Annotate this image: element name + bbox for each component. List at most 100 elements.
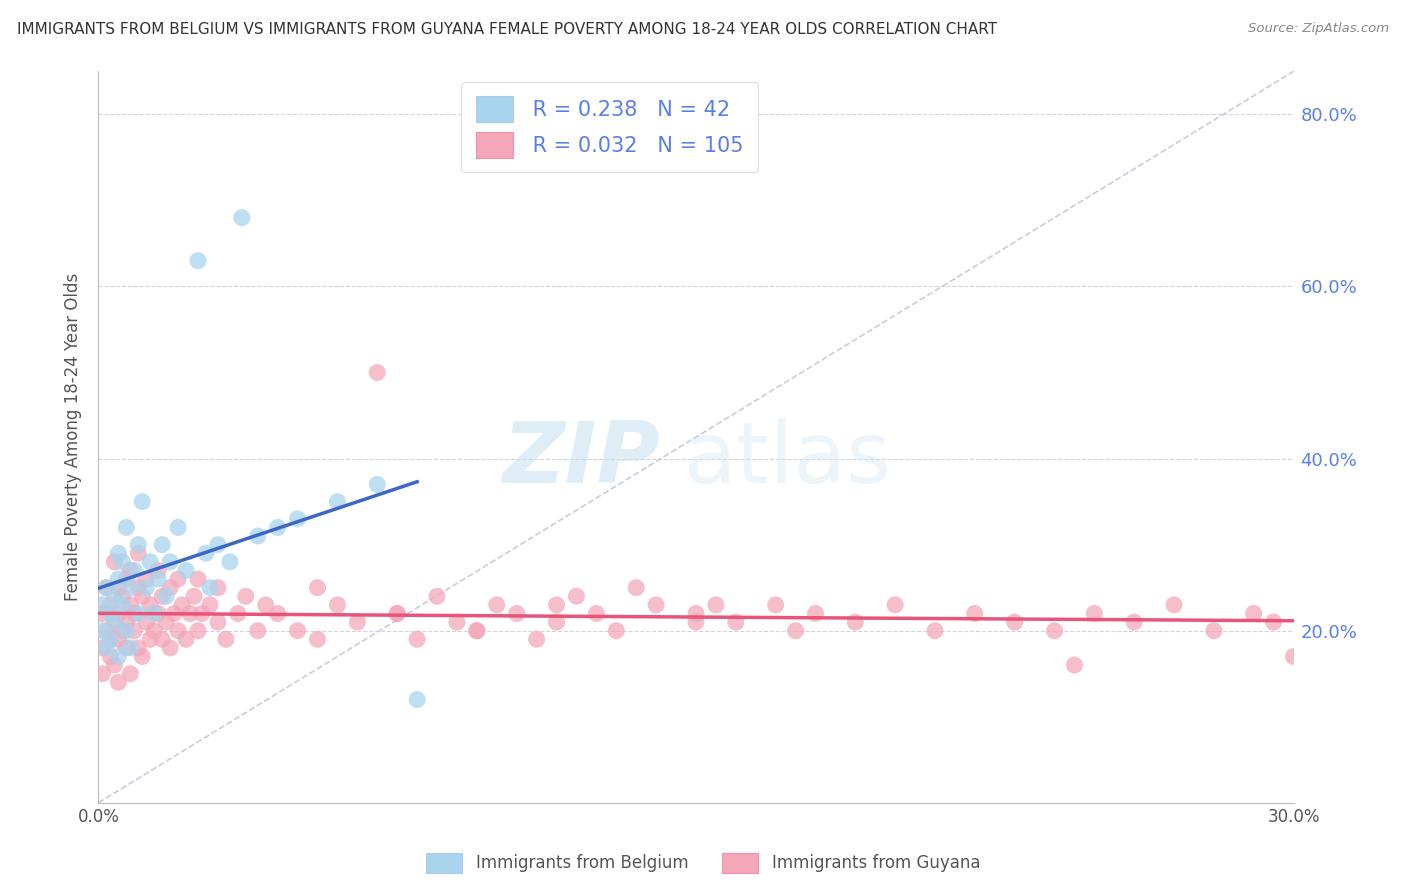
Point	[465, 624, 488, 638]
Point	[150, 538, 173, 552]
Point	[124, 607, 146, 621]
Point	[163, 607, 186, 621]
Point	[91, 640, 114, 655]
Point	[131, 649, 153, 664]
Point	[167, 572, 190, 586]
Point	[107, 649, 129, 664]
Point	[307, 581, 329, 595]
Point	[107, 572, 129, 586]
Point	[267, 607, 290, 621]
Point	[1123, 615, 1146, 629]
Text: ZIP: ZIP	[502, 417, 661, 500]
Point	[127, 640, 149, 655]
Point	[465, 624, 488, 638]
Point	[96, 640, 118, 655]
Point	[91, 607, 114, 621]
Point	[1263, 615, 1285, 629]
Point	[167, 624, 190, 638]
Y-axis label: Female Poverty Among 18-24 Year Olds: Female Poverty Among 18-24 Year Olds	[65, 273, 83, 601]
Point	[98, 607, 122, 621]
Point	[120, 564, 142, 578]
Point	[96, 581, 118, 595]
Point	[120, 640, 142, 655]
Point	[131, 589, 153, 603]
Point	[159, 581, 181, 595]
Point	[98, 598, 122, 612]
Point	[924, 624, 946, 638]
Point	[215, 632, 238, 647]
Point	[179, 607, 201, 621]
Point	[155, 589, 177, 603]
Point	[120, 598, 142, 612]
Point	[103, 658, 125, 673]
Point	[131, 494, 153, 508]
Point	[103, 589, 125, 603]
Point	[139, 598, 162, 612]
Point	[148, 572, 170, 586]
Point	[98, 649, 122, 664]
Point	[135, 572, 157, 586]
Point	[1063, 658, 1085, 673]
Point	[1004, 615, 1026, 629]
Point	[287, 624, 309, 638]
Point	[91, 598, 114, 612]
Point	[546, 615, 568, 629]
Point	[155, 615, 177, 629]
Point	[139, 632, 162, 647]
Point	[685, 607, 707, 621]
Point	[346, 615, 368, 629]
Point	[127, 607, 149, 621]
Point	[187, 253, 209, 268]
Point	[111, 598, 134, 612]
Point	[1163, 598, 1185, 612]
Point	[107, 632, 129, 647]
Point	[446, 615, 468, 629]
Point	[111, 555, 134, 569]
Point	[135, 615, 157, 629]
Point	[506, 607, 529, 621]
Point	[198, 581, 221, 595]
Point	[963, 607, 986, 621]
Point	[183, 589, 205, 603]
Point	[235, 589, 257, 603]
Text: Source: ZipAtlas.com: Source: ZipAtlas.com	[1249, 22, 1389, 36]
Point	[98, 632, 122, 647]
Legend: Immigrants from Belgium, Immigrants from Guyana: Immigrants from Belgium, Immigrants from…	[419, 847, 987, 880]
Point	[139, 555, 162, 569]
Point	[111, 624, 134, 638]
Point	[326, 598, 349, 612]
Point	[111, 589, 134, 603]
Point	[254, 598, 277, 612]
Point	[226, 607, 249, 621]
Point	[207, 538, 229, 552]
Point	[124, 624, 146, 638]
Point	[91, 666, 114, 681]
Point	[565, 589, 588, 603]
Point	[103, 555, 125, 569]
Point	[120, 666, 142, 681]
Point	[98, 632, 122, 647]
Point	[724, 615, 747, 629]
Point	[96, 624, 118, 638]
Point	[219, 555, 242, 569]
Point	[765, 598, 787, 612]
Point	[107, 675, 129, 690]
Point	[150, 589, 173, 603]
Point	[198, 598, 221, 612]
Point	[148, 564, 170, 578]
Point	[366, 477, 388, 491]
Point	[246, 529, 269, 543]
Point	[385, 607, 409, 621]
Point	[287, 512, 309, 526]
Point	[103, 615, 125, 629]
Point	[1202, 624, 1225, 638]
Point	[546, 598, 568, 612]
Point	[585, 607, 607, 621]
Point	[159, 555, 181, 569]
Point	[187, 572, 209, 586]
Point	[1282, 649, 1305, 664]
Point	[159, 640, 181, 655]
Point	[326, 494, 349, 508]
Point	[96, 581, 118, 595]
Point	[844, 615, 866, 629]
